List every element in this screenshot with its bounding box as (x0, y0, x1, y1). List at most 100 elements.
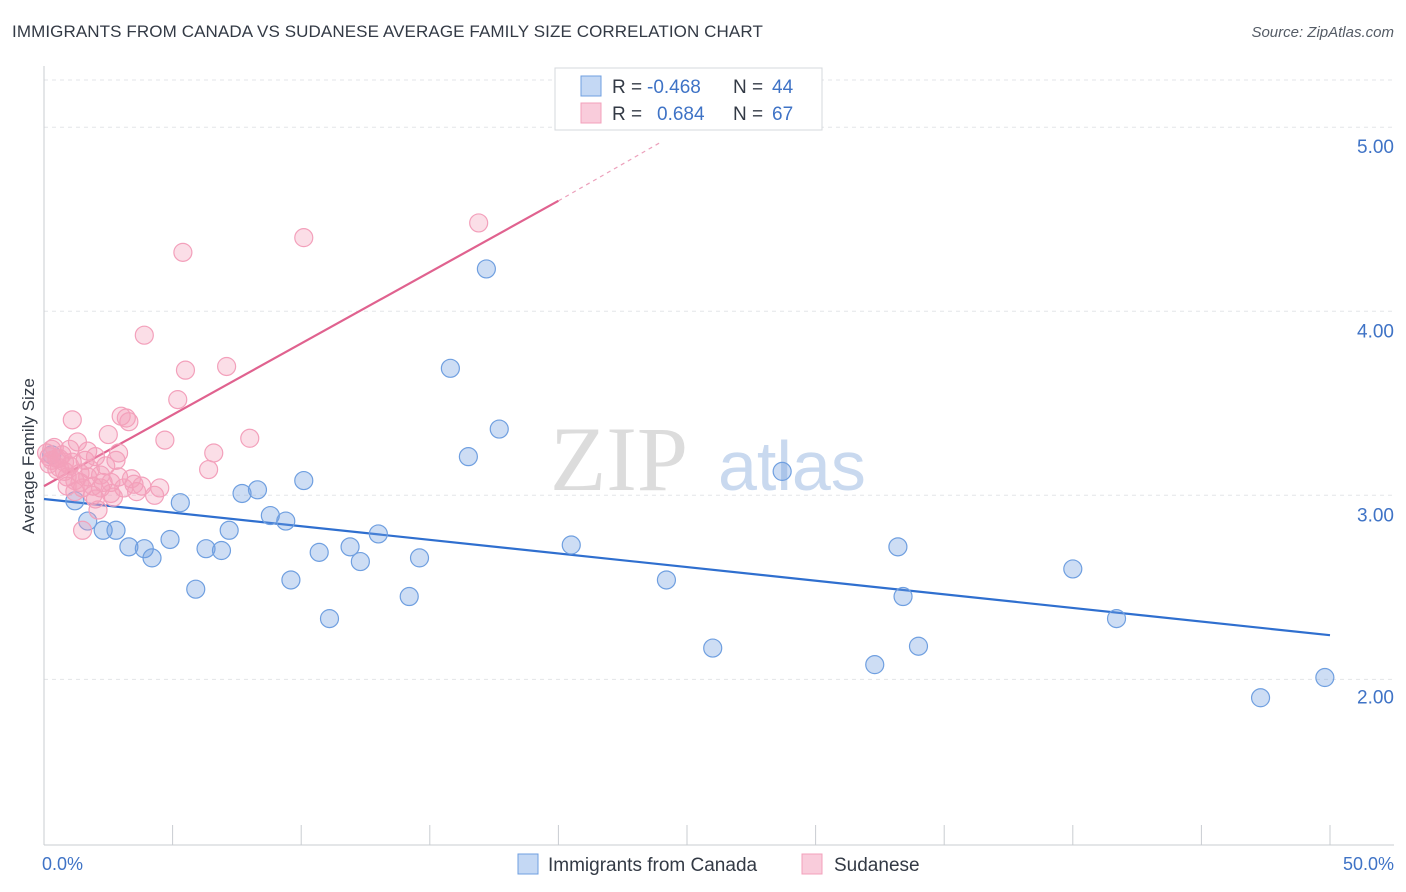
gridlines (44, 79, 1394, 680)
legend-swatch-canada (580, 75, 602, 97)
y-tick-label: 4.00 (1357, 321, 1394, 342)
y-tick-label: 5.00 (1357, 137, 1394, 158)
point-canada (170, 493, 190, 513)
point-canada (561, 535, 581, 555)
bottom-legend-swatch-sudanese (801, 853, 823, 875)
bottom-legend-swatch-canada (517, 853, 539, 875)
point-canada (232, 483, 252, 504)
legend-canada-r-label: R = (612, 77, 642, 98)
point-sudanese (78, 441, 98, 461)
point-sudanese (199, 459, 219, 480)
point-sudanese (175, 360, 196, 380)
watermark: ZIP atlas (550, 408, 866, 510)
point-canada (368, 524, 388, 544)
point-canada (106, 520, 126, 540)
legend-sudanese-r-label: R = (612, 104, 642, 125)
legend-swatch-sudanese (580, 102, 602, 124)
point-sudanese (70, 472, 90, 493)
legend-sudanese-n-label: N = (733, 104, 763, 125)
point-sudanese (134, 325, 154, 345)
point-canada (888, 537, 908, 557)
point-canada (440, 358, 460, 378)
source-credit: Source: ZipAtlas.com (1251, 24, 1394, 41)
point-sudanese (116, 408, 136, 428)
point-canada (309, 542, 329, 562)
point-sudanese (119, 412, 139, 432)
point-sudanese (168, 390, 188, 410)
point-canada (1315, 667, 1335, 688)
legend-canada-r-value: -0.468 (647, 77, 701, 98)
x-tick-min: 0.0% (42, 854, 83, 874)
bottom-legend: Immigrants from Canada Sudanese (517, 853, 920, 876)
point-canada (211, 540, 232, 561)
point-canada (281, 570, 301, 590)
point-sudanese (60, 456, 80, 476)
point-canada (340, 537, 360, 557)
point-canada (908, 636, 929, 656)
point-canada (1106, 609, 1127, 629)
point-sudanese (240, 428, 260, 448)
point-canada (350, 551, 370, 572)
point-sudanese (88, 500, 108, 520)
point-canada (409, 548, 430, 568)
point-canada (458, 447, 478, 467)
point-sudanese (72, 520, 93, 540)
x-tick-max: 50.0% (1343, 854, 1394, 874)
point-sudanese (204, 443, 224, 463)
point-canada (276, 511, 296, 531)
trend-line-sudanese-extension (558, 141, 662, 202)
y-tick-label: 3.00 (1357, 505, 1394, 526)
point-sudanese (155, 430, 175, 450)
point-sudanese (98, 424, 118, 445)
legend-canada-n-value: 44 (772, 77, 794, 98)
point-sudanese (294, 228, 314, 248)
point-canada (294, 470, 314, 491)
y-tick-label: 2.00 (1357, 687, 1394, 708)
chart-title: IMMIGRANTS FROM CANADA VS SUDANESE AVERA… (12, 22, 763, 41)
point-sudanese (150, 478, 170, 498)
trend-line-sudanese (43, 199, 559, 488)
point-sudanese (39, 447, 59, 467)
point-sudanese (469, 213, 489, 233)
point-canada (772, 461, 792, 481)
point-sudanese (108, 467, 129, 487)
trend-line-canada (43, 497, 1331, 637)
watermark-zip: ZIP (550, 408, 688, 510)
point-sudanese (108, 443, 129, 463)
point-sudanese (65, 482, 85, 502)
legend-canada-n-label: N = (733, 77, 763, 98)
point-canada (196, 539, 216, 559)
watermark-atlas: atlas (718, 427, 866, 505)
point-canada (865, 655, 885, 675)
legend-sudanese-r-value: 0.684 (657, 104, 705, 125)
legend-box: R = -0.468 N = 44 R = 0.684 N = 67 (554, 67, 823, 131)
point-canada (186, 579, 206, 599)
bottom-legend-canada: Immigrants from Canada (548, 855, 758, 876)
point-sudanese (42, 439, 62, 459)
point-sudanese (217, 356, 237, 377)
point-canada (703, 638, 723, 658)
point-sudanese (173, 242, 193, 262)
point-sudanese (90, 465, 111, 485)
point-canada (1250, 688, 1271, 708)
data-points (36, 213, 1335, 708)
point-canada (142, 548, 162, 568)
point-canada (1063, 559, 1083, 579)
point-sudanese (126, 482, 147, 502)
point-sudanese (124, 474, 144, 494)
point-canada (893, 586, 913, 607)
point-sudanese (106, 450, 126, 470)
point-canada (219, 520, 239, 540)
legend-sudanese-n-value: 67 (772, 104, 793, 125)
point-canada (119, 537, 139, 557)
point-canada (160, 529, 180, 550)
point-canada (656, 570, 677, 590)
trend-lines (43, 141, 1331, 637)
point-canada (489, 419, 509, 439)
point-canada (319, 609, 340, 629)
point-canada (399, 586, 419, 607)
y-axis-label: Average Family Size (19, 378, 38, 534)
bottom-legend-sudanese: Sudanese (834, 855, 920, 876)
point-canada (247, 480, 268, 500)
